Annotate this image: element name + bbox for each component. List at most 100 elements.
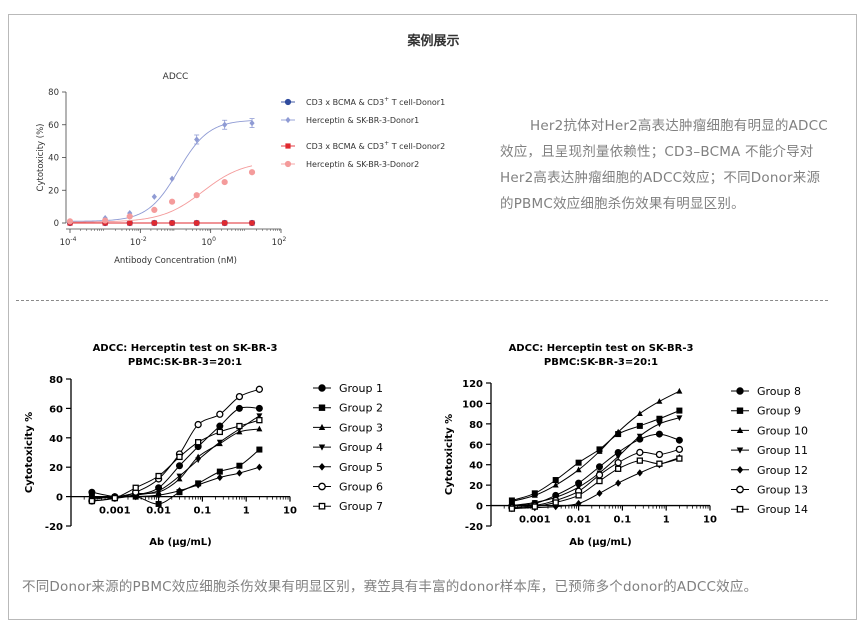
data-point	[216, 428, 223, 436]
data-point	[615, 428, 622, 435]
legend-item-1: CD3 x BCMA & CD3+ T cell-Donor1	[281, 96, 445, 107]
y-tick-label: 0	[476, 502, 483, 513]
legend-label: Group 3	[339, 421, 383, 434]
legend-item-4: Group 11	[731, 444, 808, 457]
data-point	[531, 503, 538, 510]
y-axis-label: Cytotoxicity (%)	[36, 124, 46, 192]
x-tick-label: 0.1	[194, 506, 212, 517]
adcc-groups-1-7-chart: ADCC: Herceptin test on SK-BR-3 PBMC:SK-B…	[24, 343, 383, 548]
fit-curve	[511, 448, 680, 509]
x-axis-label: Ab (μg/mL)	[149, 537, 211, 548]
legend-marker	[736, 465, 744, 474]
y-tick-label: 120	[462, 379, 483, 390]
legend-item-5: Group 12	[731, 464, 808, 477]
legend-item-1: Group 1	[313, 382, 383, 395]
data-point	[655, 430, 663, 438]
fit-curve	[69, 120, 253, 222]
series-4	[66, 165, 256, 225]
legend-marker	[318, 502, 326, 510]
legend-marker	[736, 426, 744, 433]
x-axis-label: Ab (μg/mL)	[569, 537, 631, 548]
data-point	[216, 422, 224, 430]
data-point	[636, 422, 643, 429]
legend-marker	[736, 505, 744, 513]
legend-item-4: Herceptin & SK-BR-3-Donor2	[281, 160, 419, 169]
y-tick-label: 20	[49, 463, 63, 474]
data-point	[675, 445, 684, 454]
legend-label: Group 10	[757, 424, 808, 437]
legend-marker	[285, 116, 291, 124]
data-point	[595, 471, 604, 479]
x-tick-label: 0.01	[146, 506, 171, 517]
data-point	[216, 473, 223, 482]
data-point	[151, 220, 157, 226]
data-point	[168, 198, 176, 205]
chart-subtitle: PBMC:SK-BR-3=20:1	[544, 357, 658, 368]
legend-marker	[285, 143, 291, 149]
data-point	[256, 417, 263, 424]
legend-label: Group 12	[757, 464, 808, 477]
x-tick-label: 100	[201, 236, 216, 248]
legend-label: Group 14	[757, 503, 808, 516]
y-tick-label: 40	[49, 434, 63, 445]
legend-item-6: Group 6	[313, 481, 383, 494]
data-point	[235, 392, 244, 401]
x-axis-label: Antibody Concentration (nM)	[114, 256, 237, 266]
data-point	[675, 436, 683, 444]
data-point	[155, 488, 162, 495]
data-point	[676, 415, 683, 422]
data-point	[216, 410, 224, 418]
data-point	[575, 466, 582, 473]
data-point	[236, 469, 243, 477]
data-point	[508, 505, 516, 512]
fit-curve	[91, 388, 260, 502]
legend-marker	[736, 407, 744, 414]
fit-curve	[91, 406, 260, 498]
data-point	[256, 425, 263, 432]
y-tick-label: 20	[48, 186, 59, 196]
x-tick-label: 1	[243, 506, 250, 517]
data-point	[676, 455, 683, 462]
data-point	[552, 481, 559, 488]
legend-item-6: Group 13	[731, 484, 808, 497]
data-point	[676, 407, 683, 414]
data-point	[66, 218, 74, 225]
fit-curve	[91, 415, 260, 499]
legend-marker	[284, 98, 292, 106]
series-2	[67, 118, 255, 225]
data-point	[222, 121, 228, 128]
x-tick-label: 10-2	[130, 236, 147, 248]
data-point	[575, 499, 582, 508]
data-point	[88, 497, 96, 505]
x-tick-label: 10	[283, 506, 297, 517]
legend-item-7: Group 7	[313, 500, 383, 513]
data-point	[169, 220, 175, 226]
legend-label: Group 4	[339, 441, 383, 454]
data-point	[636, 410, 643, 417]
data-point	[656, 421, 663, 428]
legend-item-2: Group 2	[313, 402, 383, 415]
data-point	[596, 489, 603, 497]
y-tick-label: 60	[49, 404, 63, 415]
legend-label: Group 2	[339, 402, 383, 415]
legend-item-3: Group 3	[313, 421, 383, 434]
y-tick-label: 60	[48, 121, 59, 131]
data-point	[636, 433, 643, 440]
data-point	[195, 457, 202, 464]
legend-item-2: Group 9	[731, 405, 801, 418]
x-tick-label: 10	[703, 515, 717, 526]
series-7	[508, 455, 683, 512]
legend-marker	[318, 384, 326, 392]
data-point	[255, 404, 263, 412]
fit-curve	[69, 165, 253, 223]
legend-label: CD3 x BCMA & CD3+ T cell-Donor1	[306, 96, 445, 107]
data-point	[126, 213, 133, 220]
data-point	[151, 193, 157, 200]
legend-marker	[284, 160, 292, 168]
data-point	[596, 477, 603, 485]
legend-label: CD3 x BCMA & CD3+ T cell-Donor2	[306, 140, 445, 151]
legend-marker	[318, 423, 326, 430]
data-point	[596, 448, 603, 454]
legend-label: Group 9	[757, 405, 801, 418]
footer-text: 不同Donor来源的PBMC效应细胞杀伤效果有明显区别，赛笠具有丰富的donor…	[22, 579, 758, 595]
